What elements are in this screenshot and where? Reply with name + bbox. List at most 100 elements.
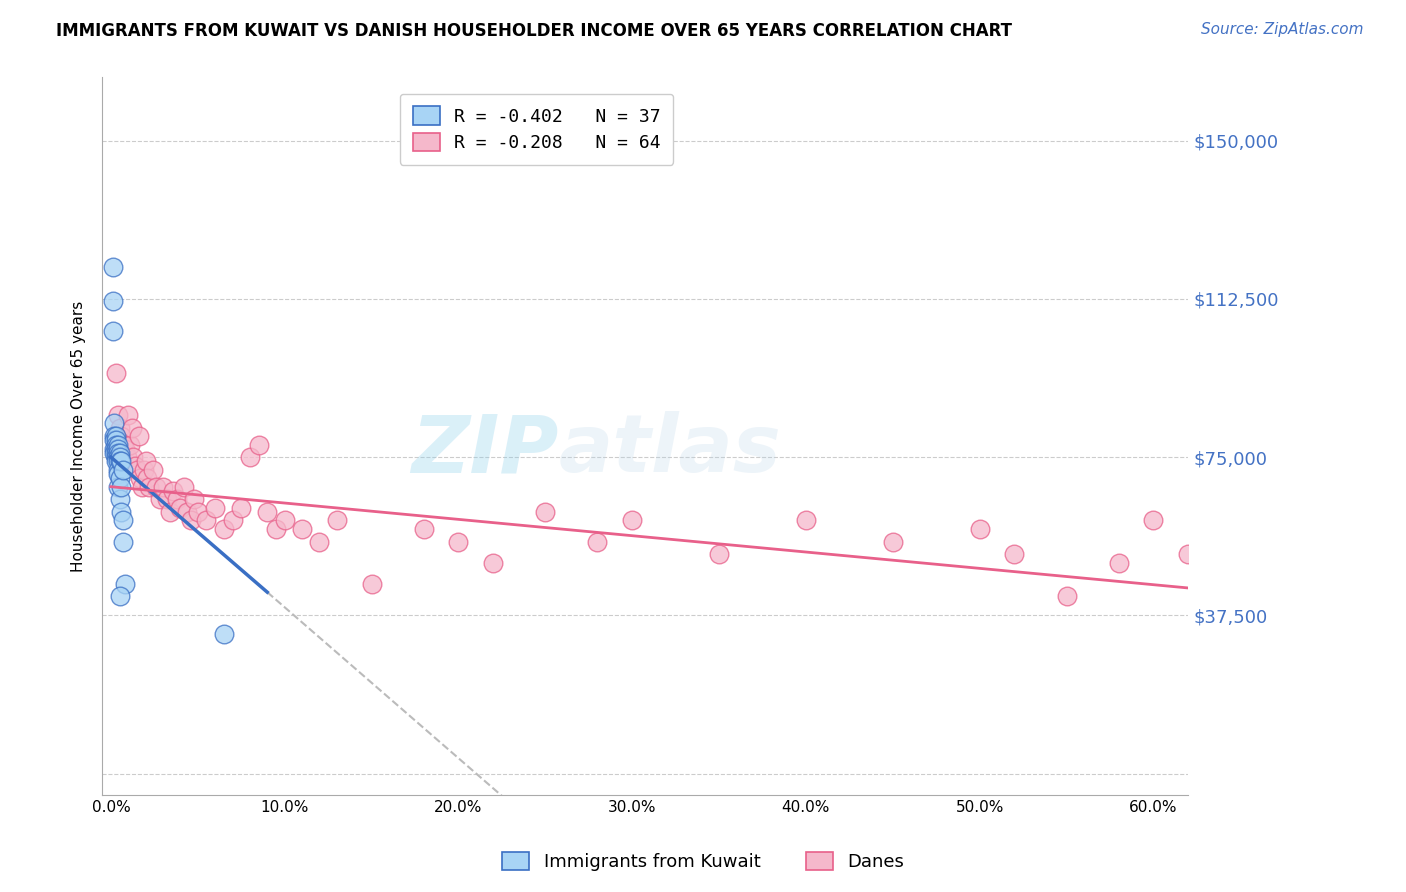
Point [132,463,155,477]
Point [145,480,167,494]
Point [169,500,191,515]
Point [118,437,141,451]
Point [105,442,128,456]
Point [107,437,129,451]
Point [1056,590,1078,604]
Point [187,505,209,519]
Point [176,505,198,519]
Point [112,513,135,527]
Point [707,547,730,561]
Point [103,417,125,431]
Point [204,500,226,515]
Point [103,429,125,443]
Point [534,505,557,519]
Point [105,446,128,460]
Point [621,513,644,527]
Point [308,534,330,549]
Point [108,450,131,465]
Point [212,522,235,536]
Point [103,434,125,448]
Point [101,294,124,309]
Text: atlas: atlas [558,411,782,490]
Text: ZIP: ZIP [411,411,558,490]
Point [447,534,470,549]
Point [129,471,152,485]
Point [128,429,150,443]
Point [108,446,131,460]
Point [212,627,235,641]
Point [138,480,160,494]
Point [586,534,609,549]
Legend: Immigrants from Kuwait, Danes: Immigrants from Kuwait, Danes [495,845,911,879]
Point [136,471,159,485]
Point [247,437,270,451]
Point [221,513,243,527]
Point [110,454,132,468]
Point [326,513,349,527]
Point [108,454,131,468]
Text: IMMIGRANTS FROM KUWAIT VS DANISH HOUSEHOLDER INCOME OVER 65 YEARS CORRELATION CH: IMMIGRANTS FROM KUWAIT VS DANISH HOUSEHO… [56,22,1012,40]
Point [105,366,128,380]
Point [135,454,157,468]
Point [107,442,129,456]
Point [107,467,129,481]
Point [108,420,131,434]
Point [148,492,170,507]
Point [482,556,505,570]
Y-axis label: Householder Income Over 65 years: Householder Income Over 65 years [72,301,86,572]
Point [131,480,153,494]
Point [108,471,131,485]
Point [105,454,128,468]
Point [239,450,262,465]
Point [231,500,253,515]
Point [155,492,177,507]
Point [256,505,278,519]
Point [101,324,124,338]
Point [101,260,124,275]
Text: Source: ZipAtlas.com: Source: ZipAtlas.com [1201,22,1364,37]
Point [114,442,136,456]
Point [264,522,287,536]
Point [360,576,382,591]
Point [107,408,129,422]
Point [103,446,125,460]
Point [969,522,991,536]
Point [105,429,128,443]
Point [107,450,129,465]
Point [107,463,129,477]
Point [142,463,165,477]
Point [162,483,184,498]
Point [152,480,174,494]
Point [1142,513,1164,527]
Point [107,446,129,460]
Legend: R = -0.402   N = 37, R = -0.208   N = 64: R = -0.402 N = 37, R = -0.208 N = 64 [399,94,673,165]
Point [112,463,135,477]
Point [105,450,128,465]
Point [1229,564,1251,578]
Point [124,458,146,473]
Point [122,450,145,465]
Point [173,480,195,494]
Point [110,505,132,519]
Point [125,463,148,477]
Point [195,513,218,527]
Point [1108,556,1130,570]
Point [110,429,132,443]
Point [183,492,205,507]
Point [115,450,138,465]
Point [794,513,817,527]
Point [180,513,202,527]
Point [117,408,139,422]
Point [112,534,135,549]
Point [112,437,135,451]
Point [108,492,131,507]
Point [108,590,131,604]
Point [103,442,125,456]
Point [110,480,132,494]
Point [291,522,314,536]
Point [166,492,188,507]
Point [105,434,128,448]
Point [1177,547,1199,561]
Point [1002,547,1025,561]
Point [107,454,129,468]
